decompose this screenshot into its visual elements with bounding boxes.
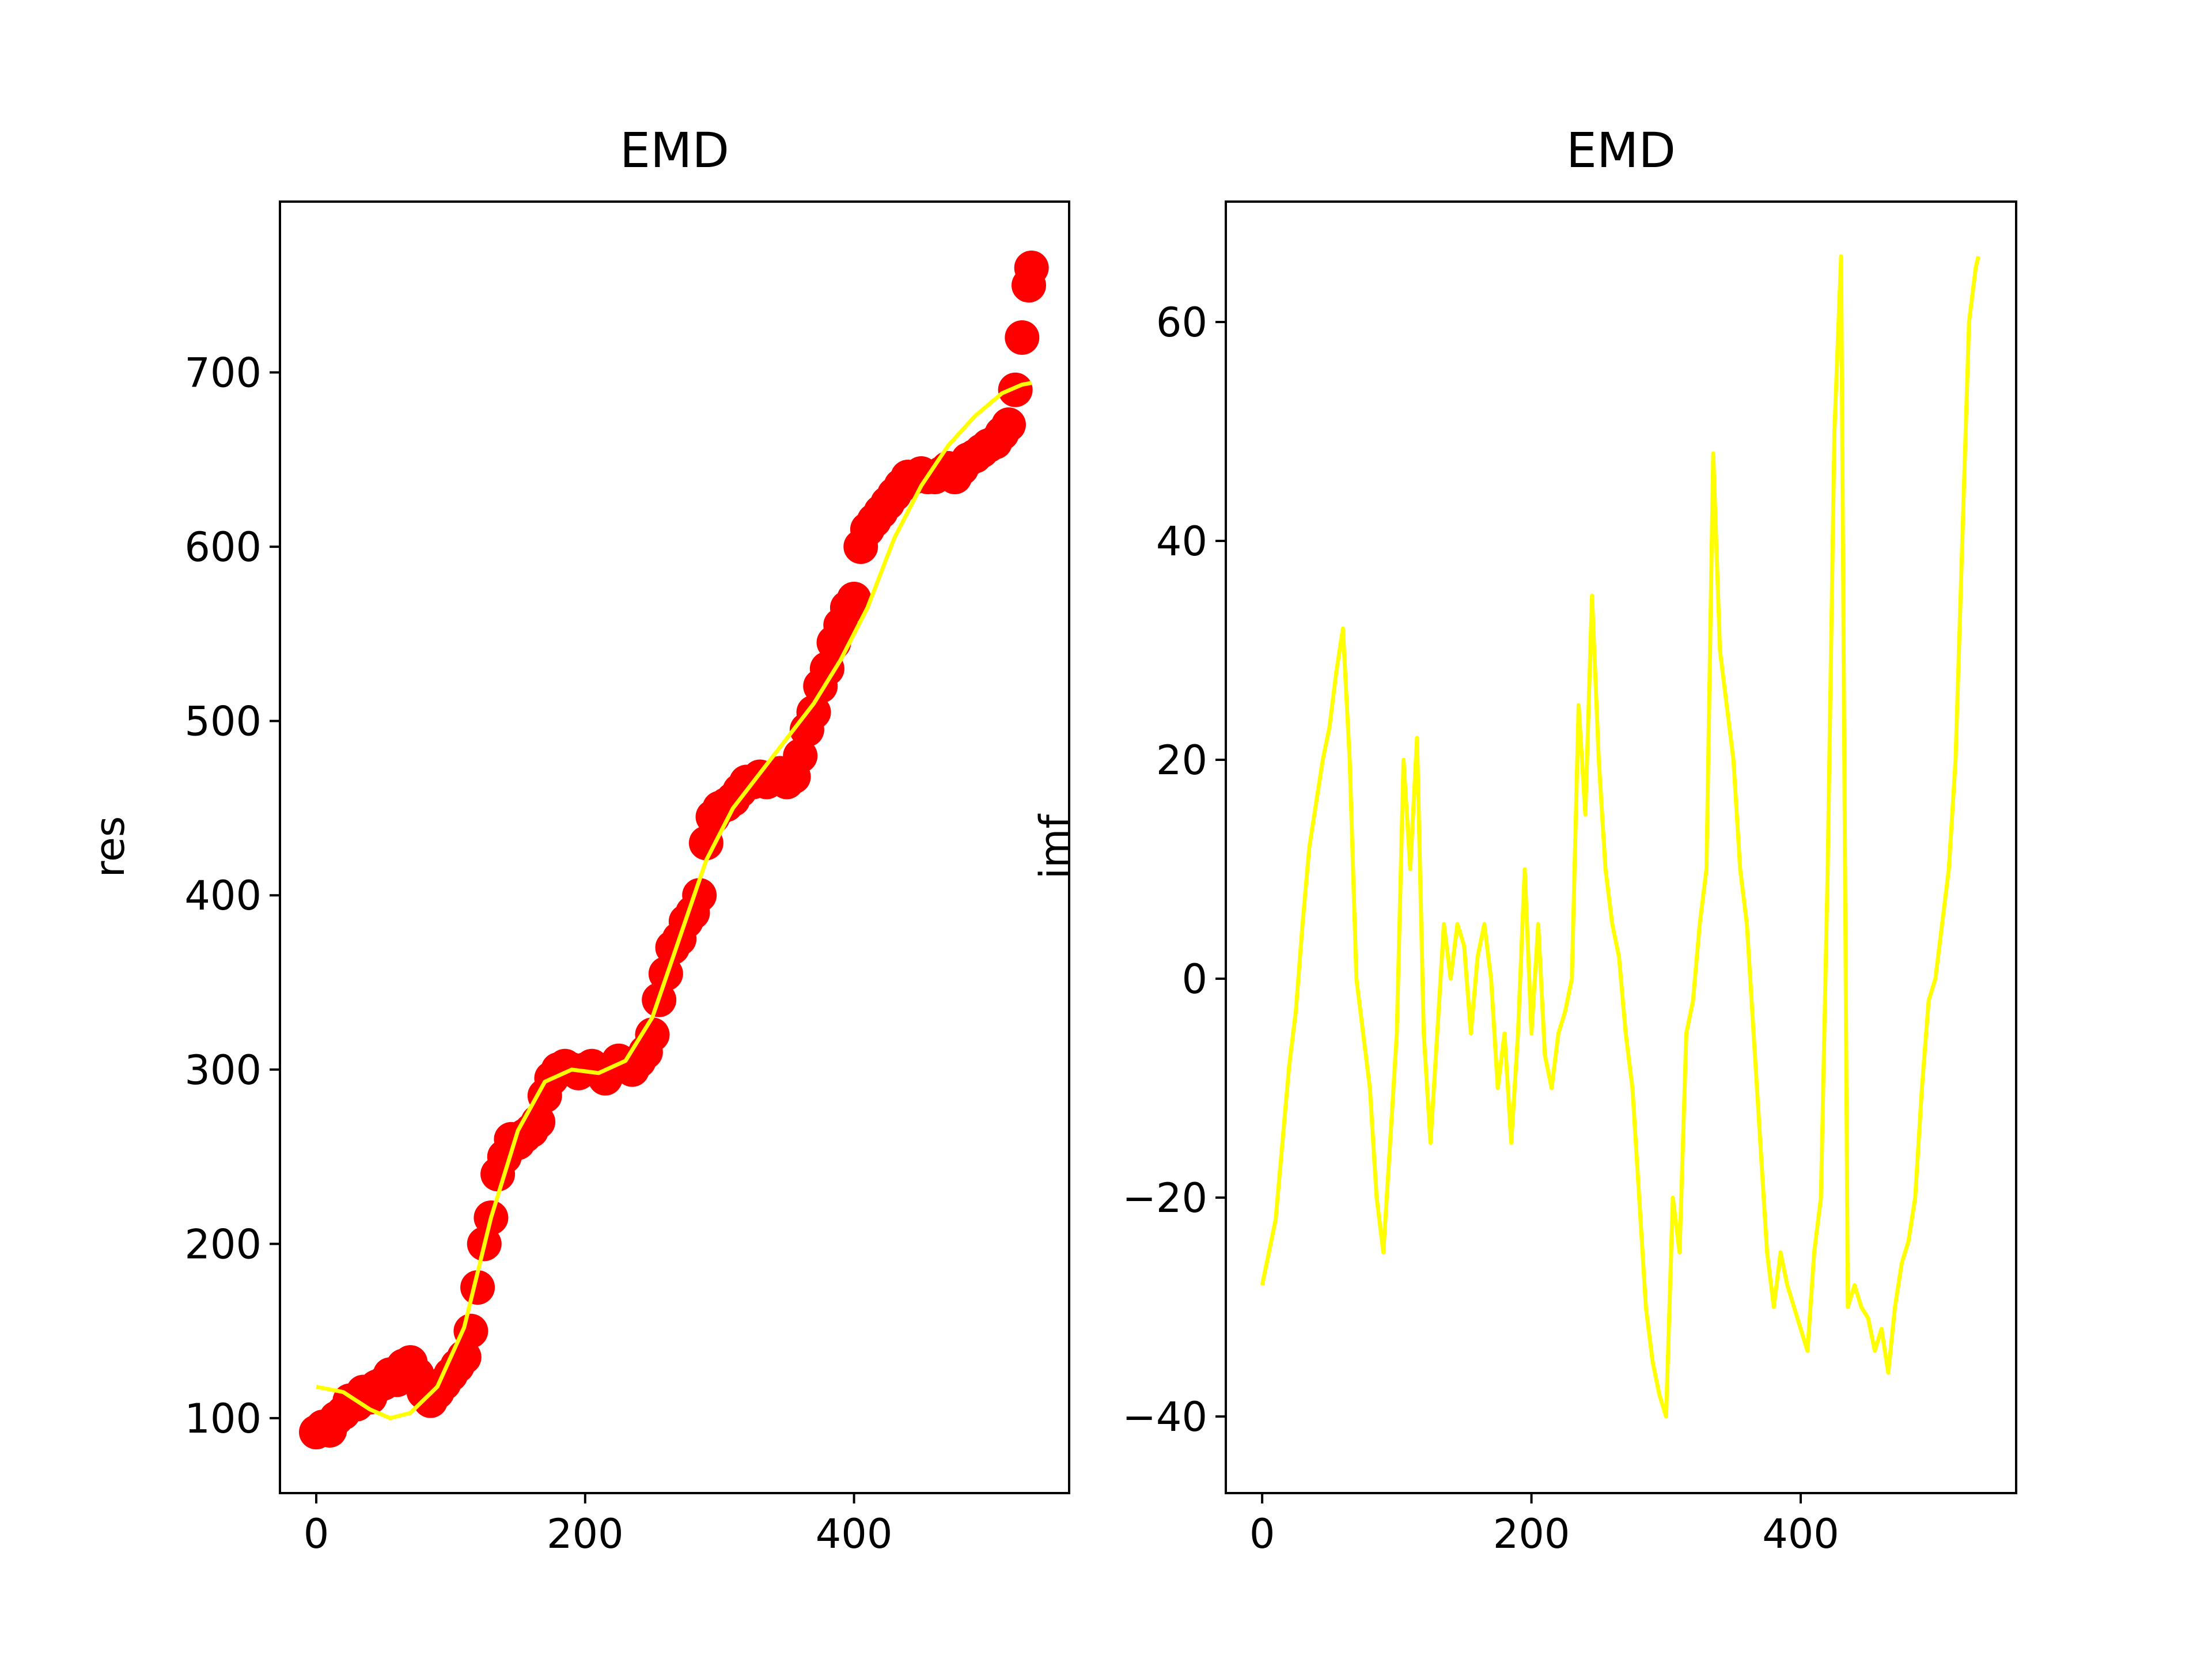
chart-res-plot-area (299, 250, 1049, 1450)
chart-imf: EMD imf 0 200 400 −40 −20 0 20 40 60 (1031, 122, 2017, 1558)
scatter-point (1014, 250, 1049, 285)
chart-res: EMD res 0 200 400 100 200 300 400 500 600 700 (86, 122, 1070, 1558)
trend-line (316, 381, 1032, 1421)
scatter-point (796, 695, 831, 730)
chart-imf-ylabel: imf (1031, 814, 1078, 880)
y-tick-label: 100 (184, 1395, 262, 1442)
y-tick-label: 0 (1181, 956, 1207, 1003)
x-tick-label: 400 (1762, 1510, 1839, 1558)
scatter-point (453, 1313, 488, 1349)
scatter-point (991, 407, 1026, 442)
y-tick-label: −40 (1122, 1393, 1207, 1441)
y-tick-label: 200 (184, 1221, 262, 1268)
chart-res-y-ticks: 100 200 300 400 500 600 700 (184, 350, 280, 1442)
y-tick-label: −20 (1122, 1175, 1207, 1222)
scatter-point (460, 1270, 495, 1305)
x-tick-label: 200 (1493, 1510, 1570, 1558)
scatter-point (998, 372, 1033, 407)
chart-imf-y-ticks: −40 −20 0 20 40 60 (1122, 299, 1226, 1441)
x-tick-label: 200 (547, 1510, 624, 1558)
scatter-point (783, 738, 818, 774)
y-tick-label: 400 (184, 872, 262, 919)
chart-res-ylabel: res (86, 816, 134, 878)
chart-imf-frame (1225, 200, 2017, 1494)
y-tick-label: 300 (184, 1047, 262, 1094)
y-tick-label: 600 (184, 524, 262, 571)
scatter-point (688, 825, 724, 861)
scatter-point (635, 1017, 670, 1052)
chart-imf-title: EMD (1566, 122, 1676, 179)
y-tick-label: 60 (1156, 299, 1207, 346)
chart-res-title: EMD (620, 122, 729, 179)
scatter-point (809, 651, 844, 686)
chart-res-x-ticks: 0 200 400 (304, 1493, 893, 1558)
y-tick-label: 500 (184, 698, 262, 745)
chart-imf-x-ticks: 0 200 400 (1249, 1493, 1839, 1558)
scatter-point (1005, 320, 1040, 355)
chart-res-frame (279, 200, 1070, 1494)
scatter-point (836, 581, 872, 616)
x-tick-label: 400 (816, 1510, 893, 1558)
y-tick-label: 40 (1156, 518, 1207, 565)
y-tick-label: 20 (1156, 737, 1207, 784)
x-tick-label: 0 (304, 1510, 329, 1558)
y-tick-label: 700 (184, 350, 262, 397)
chart-imf-plot-area (1260, 254, 1980, 1419)
x-tick-label: 0 (1249, 1510, 1275, 1558)
imf-line (1260, 254, 1980, 1419)
